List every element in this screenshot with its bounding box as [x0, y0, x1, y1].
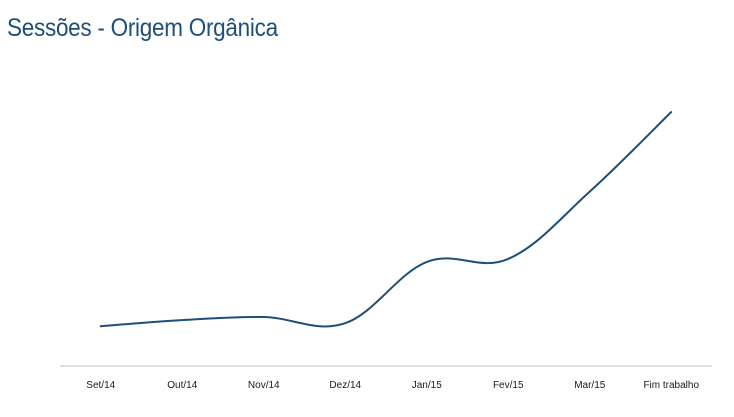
- x-tick-label: Fev/15: [493, 380, 524, 391]
- x-tick-label: Mar/15: [574, 380, 606, 391]
- x-tick-label: Dez/14: [329, 380, 361, 391]
- x-tick-label: Fim trabalho: [643, 380, 699, 391]
- slide-title: Sessões - Origem Orgânica: [7, 14, 278, 42]
- x-tick-label: Out/14: [167, 380, 197, 391]
- x-tick-labels: Set/14 Out/14 Nov/14 Dez/14 Jan/15 Fev/15 Mar/…: [86, 380, 699, 391]
- x-tick-label: Jan/15: [412, 380, 442, 391]
- series-line: [99, 111, 673, 328]
- series-layer: [99, 111, 673, 328]
- x-tick-label: Set/14: [86, 380, 115, 391]
- x-tick-label: Nov/14: [248, 380, 280, 391]
